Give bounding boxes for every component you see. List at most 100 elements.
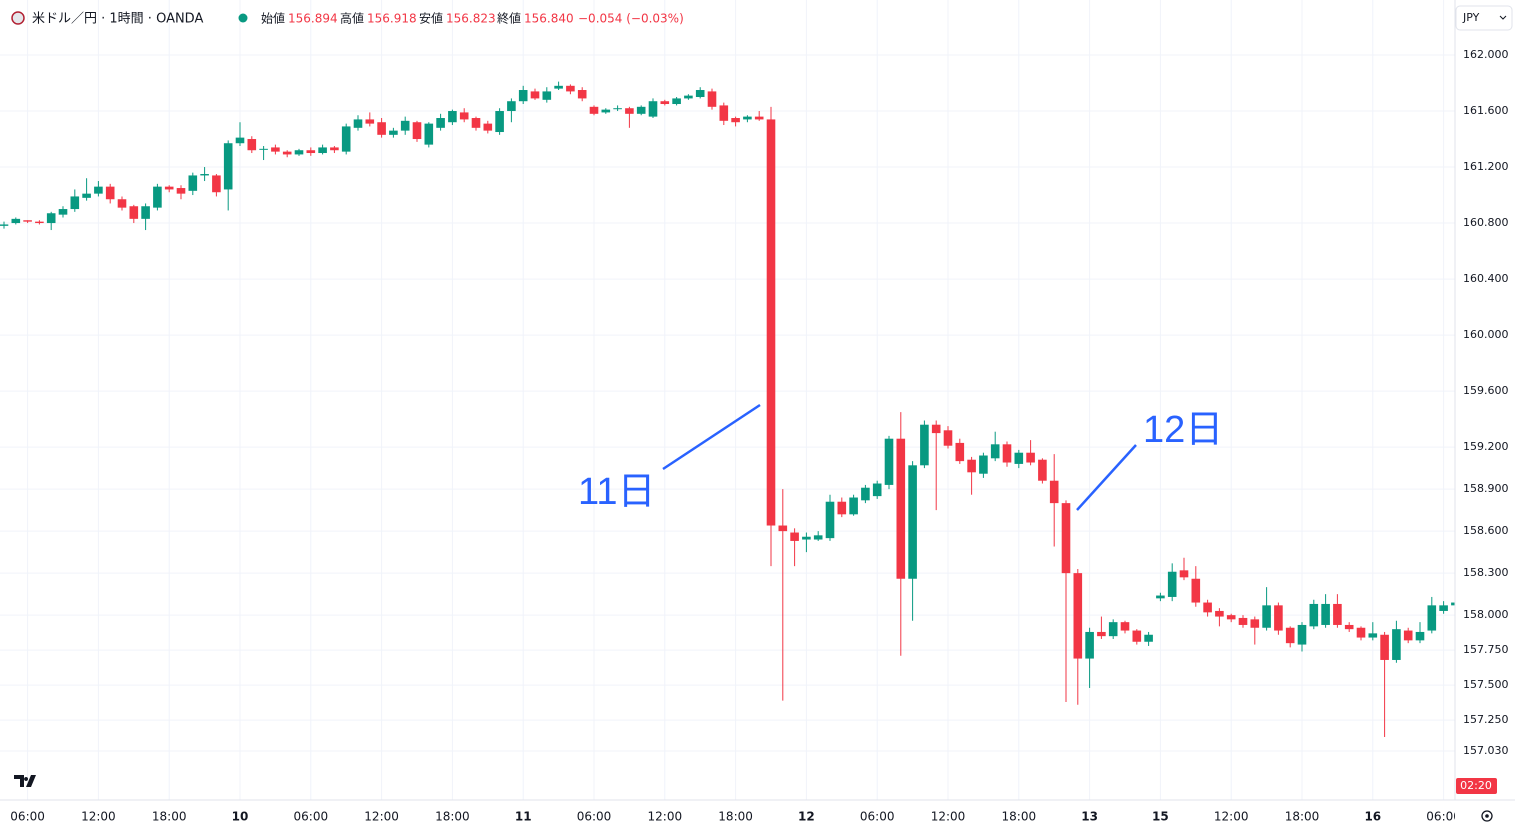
x-tick-label: 18:00 [718, 810, 753, 824]
y-tick-label: 158.900 [1463, 482, 1509, 495]
candle-body [1238, 617, 1248, 625]
candles [0, 81, 1455, 737]
candle-body [365, 119, 375, 124]
candle-body [1026, 452, 1035, 463]
candle-body [1392, 629, 1401, 660]
x-tick-label: 15 [1152, 810, 1169, 824]
candle-body [318, 147, 327, 154]
candle-body [1049, 480, 1059, 504]
candle-body [872, 483, 882, 497]
change-value: −0.054 (−0.03%) [578, 12, 684, 26]
candle-body [802, 536, 811, 540]
y-tick-label: 160.800 [1463, 216, 1509, 229]
candle-body [94, 186, 103, 194]
candle-body [1132, 630, 1142, 642]
x-tick-label: 11 [515, 810, 532, 824]
candle-body [1451, 602, 1455, 606]
candle-body [837, 501, 847, 515]
candle-body [1120, 622, 1130, 631]
candle-body [542, 91, 552, 100]
x-tick-label: 12:00 [1214, 810, 1249, 824]
close-value: 156.840 [524, 12, 574, 26]
candle-body [46, 213, 56, 224]
x-tick-label: 06:00 [1426, 810, 1461, 824]
x-tick-label: 12 [798, 810, 815, 824]
market-status[interactable] [238, 13, 248, 23]
low-label: 安値 [419, 11, 443, 26]
candle-body [200, 174, 209, 176]
candle-body [436, 118, 445, 128]
candle-body [259, 148, 268, 150]
y-tick-label: 158.600 [1463, 524, 1509, 537]
candle-body [1333, 603, 1342, 625]
candle-body [530, 91, 540, 99]
candle-body [625, 108, 634, 114]
candle-body [896, 438, 906, 579]
candle-body [849, 497, 858, 515]
y-tick-label: 162.000 [1463, 48, 1509, 61]
candle-body [105, 186, 115, 200]
candle-body [967, 459, 976, 473]
candle-body [117, 199, 127, 208]
candle-body [1309, 603, 1319, 627]
candle-body [1156, 595, 1165, 599]
candle-body [613, 108, 622, 110]
candle-body [82, 193, 91, 198]
candle-body [235, 137, 245, 144]
candle-body [1250, 619, 1260, 628]
candle-body [636, 106, 646, 114]
x-tick-label: 12:00 [648, 810, 683, 824]
candle-body [1356, 627, 1366, 638]
candle-body [684, 95, 693, 99]
time-axis: 06:00 12:00 18:00 10 06:00 12:00 18:00 11 06:00 1… [10, 810, 1461, 824]
x-tick-label: 06:00 [860, 810, 895, 824]
currency-button[interactable] [1455, 5, 1513, 31]
low-value: 156.823 [446, 12, 496, 26]
candle-body [223, 143, 233, 190]
symbol[interactable]: 米ドル／円 · 1時間 · OANDA [32, 12, 203, 27]
candle-body [424, 123, 434, 145]
candle-body [212, 175, 221, 193]
candle-body [400, 120, 410, 131]
logo[interactable] [14, 775, 36, 787]
y-tick-label: 157.750 [1463, 643, 1509, 656]
candle-body [1179, 570, 1189, 578]
candle-body [11, 218, 21, 224]
candle-body [341, 126, 351, 152]
candle-body [377, 122, 386, 135]
candle-body [495, 111, 504, 133]
x-tick-label: 10 [232, 810, 249, 824]
candle-body [1191, 578, 1201, 603]
y-tick-label: 161.200 [1463, 160, 1509, 173]
candle-body [58, 209, 68, 215]
y-tick-label: 157.250 [1463, 713, 1509, 726]
candle-body [1368, 633, 1378, 638]
candle-body [35, 221, 44, 224]
candle-body [979, 455, 988, 474]
candle-body [271, 147, 280, 152]
annotation-line [662, 403, 761, 471]
candle-body [695, 90, 705, 98]
x-tick-label: 06:00 [577, 810, 612, 824]
candle-body [389, 130, 398, 135]
y-tick-label: 160.400 [1463, 272, 1509, 285]
candle-body [0, 224, 9, 226]
candle-body [70, 196, 80, 210]
countdown-badge [1456, 778, 1497, 794]
candle-body [1144, 634, 1153, 642]
candle-body [707, 91, 717, 107]
candle-body [931, 424, 941, 434]
candle-body [1274, 605, 1283, 631]
currency-label: JPY [1462, 11, 1480, 24]
y-tick-label: 158.300 [1463, 566, 1509, 579]
high-label: 高値 [340, 11, 364, 26]
y-tick-label: 160.000 [1463, 328, 1509, 341]
candle-body [1215, 610, 1224, 617]
flag-icon [11, 11, 25, 25]
y-tick-label: 161.600 [1463, 104, 1509, 117]
candle-body [743, 116, 752, 120]
close-label: 終値 [497, 11, 521, 26]
settings-icon[interactable] [1481, 810, 1493, 822]
